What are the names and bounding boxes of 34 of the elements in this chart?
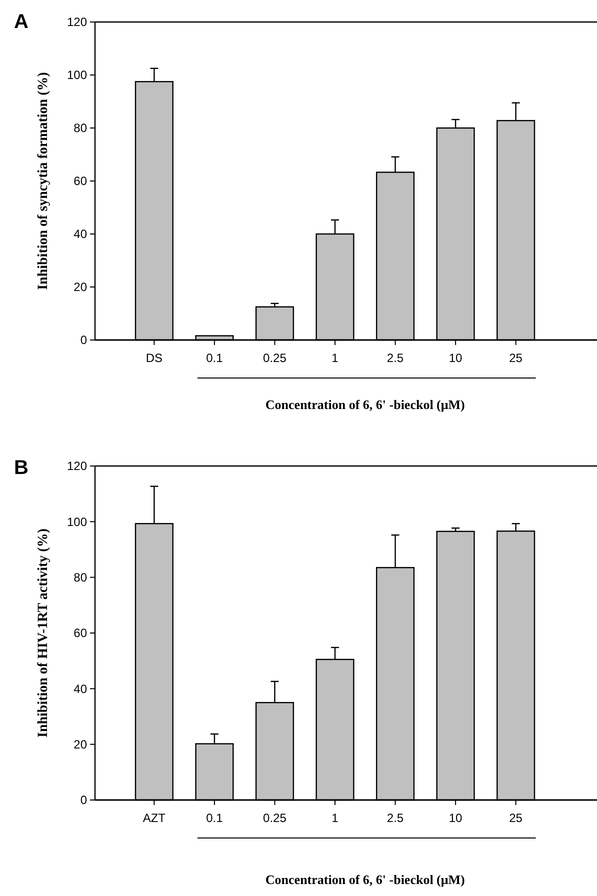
y-tick-label: 120 (66, 15, 88, 30)
x-tick-label: 2.5 (386, 351, 404, 365)
chart-title: A (14, 11, 28, 33)
y-tick-label: 60 (74, 626, 88, 640)
x-tick-label: 10 (448, 811, 463, 825)
y-axis-title: Inhibition of HIV-1RT activity (%) (36, 528, 51, 738)
x-tick-label: 0.1 (206, 351, 224, 365)
x-tick-label: 0.25 (263, 351, 287, 365)
y-tick-label: 100 (66, 68, 88, 82)
y-tick-label: 20 (74, 280, 88, 294)
y-axis-title: Inhibition of syncytia formation (%) (36, 72, 51, 290)
chart-title: B (14, 457, 28, 479)
y-tick-label: 20 (74, 738, 88, 752)
x-tick-label: 25 (509, 811, 523, 825)
x-tick-label: 10 (448, 351, 463, 365)
y-tick-label: 40 (74, 682, 88, 696)
y-tick-label: 60 (74, 174, 88, 188)
x-axis-title: Concentration of 6, 6' -bieckol (μM) (265, 397, 465, 412)
x-tick-label: 25 (509, 351, 523, 365)
x-tick-label: 0.1 (206, 811, 224, 825)
x-tick-label: 1 (332, 811, 339, 825)
y-tick-label: 0 (80, 793, 88, 808)
x-tick-label: DS (146, 351, 163, 365)
y-tick-label: 80 (74, 121, 88, 136)
x-axis-title: Concentration of 6, 6' -bieckol (μM) (265, 872, 465, 887)
y-tick-label: 0 (80, 333, 88, 348)
x-tick-label: 2.5 (386, 811, 404, 825)
x-tick-label: 1 (332, 351, 339, 365)
x-tick-label: 0.25 (263, 811, 287, 825)
y-tick-label: 80 (74, 570, 88, 585)
y-tick-label: 40 (74, 227, 88, 242)
y-tick-label: 100 (66, 514, 88, 529)
x-tick-label: AZT (142, 811, 166, 825)
y-tick-label: 120 (66, 459, 88, 474)
